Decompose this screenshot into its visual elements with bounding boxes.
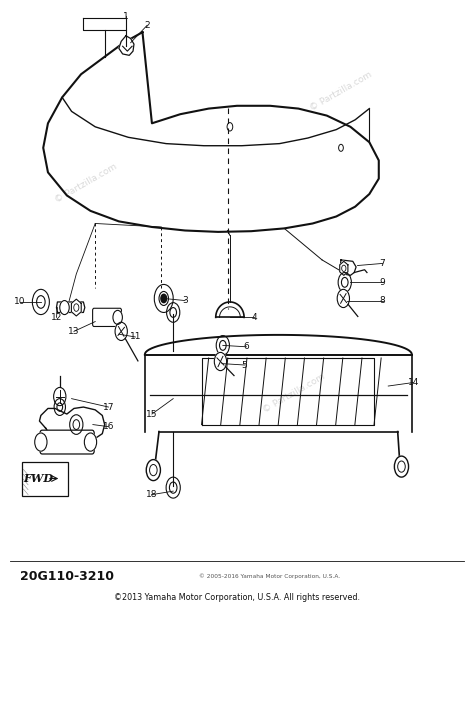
Text: 20G110-3210: 20G110-3210 bbox=[19, 570, 114, 583]
Text: 17: 17 bbox=[103, 402, 114, 411]
Text: 6: 6 bbox=[244, 343, 249, 351]
Circle shape bbox=[35, 433, 47, 451]
Text: ©2013 Yamaha Motor Corporation, U.S.A. All rights reserved.: ©2013 Yamaha Motor Corporation, U.S.A. A… bbox=[114, 593, 360, 602]
Circle shape bbox=[84, 433, 97, 451]
Text: 11: 11 bbox=[129, 333, 141, 341]
Text: 18: 18 bbox=[146, 490, 158, 499]
Text: 7: 7 bbox=[380, 259, 385, 268]
Circle shape bbox=[70, 415, 83, 435]
Text: 10: 10 bbox=[14, 298, 25, 307]
Text: 5: 5 bbox=[242, 361, 247, 369]
FancyBboxPatch shape bbox=[22, 462, 68, 496]
Text: 15: 15 bbox=[146, 409, 158, 418]
Circle shape bbox=[146, 460, 160, 481]
FancyBboxPatch shape bbox=[40, 430, 94, 454]
Polygon shape bbox=[39, 407, 105, 442]
Text: © Partzilla.com: © Partzilla.com bbox=[53, 161, 118, 204]
Circle shape bbox=[337, 289, 349, 307]
FancyBboxPatch shape bbox=[92, 308, 121, 326]
Text: 2: 2 bbox=[145, 21, 150, 29]
Circle shape bbox=[113, 310, 122, 324]
Polygon shape bbox=[340, 260, 356, 275]
Polygon shape bbox=[56, 302, 85, 312]
Text: 9: 9 bbox=[380, 278, 385, 287]
Circle shape bbox=[214, 352, 227, 371]
Circle shape bbox=[54, 388, 66, 406]
Text: 14: 14 bbox=[408, 378, 419, 387]
Text: FWD: FWD bbox=[24, 473, 54, 484]
Circle shape bbox=[60, 300, 69, 314]
Text: © Partzilla.com: © Partzilla.com bbox=[261, 371, 326, 414]
Text: 13: 13 bbox=[68, 327, 80, 336]
Text: © Partzilla.com: © Partzilla.com bbox=[309, 70, 374, 113]
Polygon shape bbox=[72, 299, 81, 316]
Polygon shape bbox=[340, 261, 348, 275]
Text: 4: 4 bbox=[251, 313, 257, 322]
Text: 8: 8 bbox=[380, 296, 385, 305]
Text: © 2005-2016 Yamaha Motor Corporation, U.S.A.: © 2005-2016 Yamaha Motor Corporation, U.… bbox=[199, 574, 340, 579]
Text: 16: 16 bbox=[103, 422, 114, 431]
Text: 1: 1 bbox=[123, 12, 129, 20]
Polygon shape bbox=[43, 32, 379, 232]
Circle shape bbox=[161, 294, 166, 303]
Text: 12: 12 bbox=[51, 313, 62, 322]
Circle shape bbox=[394, 456, 409, 477]
Text: 3: 3 bbox=[182, 296, 188, 305]
Circle shape bbox=[115, 322, 128, 340]
Polygon shape bbox=[119, 36, 134, 55]
